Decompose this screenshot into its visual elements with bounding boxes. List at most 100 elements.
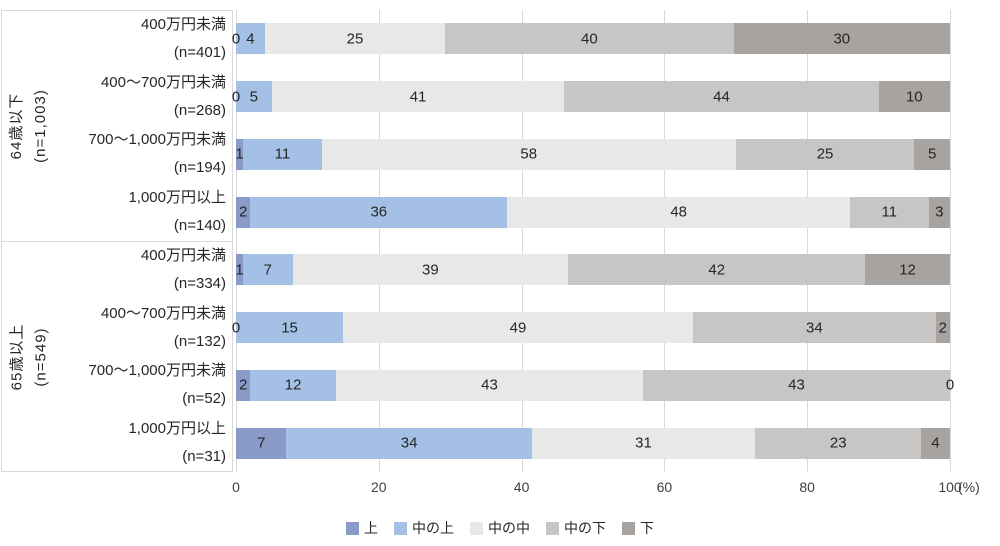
legend-item-中の中: 中の中 <box>470 518 530 538</box>
segment-上: 1 <box>235 138 244 170</box>
gridline-20 <box>378 10 380 472</box>
segment-中の中: 31 <box>531 427 756 459</box>
segment-value-label: 5 <box>927 145 937 163</box>
segment-value-label: 2 <box>938 319 948 337</box>
segment-下: 10 <box>878 81 950 113</box>
segment-上: 1 <box>235 254 244 286</box>
segment-value-label: 48 <box>670 203 688 221</box>
x-tick-label: 0 <box>232 479 240 495</box>
group-divider <box>1 241 233 242</box>
segment-value-label: 25 <box>346 30 364 48</box>
segment-下: 4 <box>921 427 950 459</box>
bar-row: 1 11 58 25 5 <box>235 138 950 170</box>
segment-中の上: 4 <box>236 23 265 55</box>
segment-中の下: 40 <box>445 23 734 55</box>
gridline-0 <box>236 10 237 472</box>
legend-label: 中の下 <box>564 520 606 536</box>
segment-中の上: 15 <box>236 312 344 344</box>
segment-value-label: 40 <box>581 30 598 48</box>
segment-value-label: 43 <box>788 376 805 394</box>
segment-value-label: 44 <box>713 88 730 106</box>
segment-value-label: 42 <box>708 261 726 279</box>
legend-label: 上 <box>364 520 378 536</box>
segment-value-label: 15 <box>281 319 298 337</box>
segment-value-label: 2 <box>238 376 248 394</box>
segment-value-label: 12 <box>899 261 916 279</box>
segment-中の下: 43 <box>642 369 950 401</box>
segment-value-label: 39 <box>422 261 439 279</box>
group-label: 65歳以上 (n=549) <box>0 241 58 472</box>
bar-row: 7 34 31 23 4 <box>236 427 950 459</box>
segment-value-label: 12 <box>284 376 302 394</box>
legend-item-下: 下 <box>622 518 654 538</box>
gridline-100 <box>950 10 951 472</box>
segment-value-label: 4 <box>931 434 940 452</box>
segment-value-label: 43 <box>481 376 498 394</box>
row-label: 400万円未満 (n=334) <box>140 246 226 292</box>
segment-value-label: 1 <box>235 145 244 163</box>
segment-中の下: 34 <box>692 312 936 344</box>
segment-value-label: 5 <box>249 88 259 106</box>
segment-value-label: 10 <box>905 88 923 106</box>
bar-row: 0 5 41 44 10 <box>232 81 950 113</box>
row-label: 1,000万円以上 (n=31) <box>128 420 226 466</box>
axis-unit-label: (%) <box>958 479 980 495</box>
legend-label: 下 <box>640 520 654 536</box>
legend-label: 中の上 <box>412 520 454 536</box>
x-tick-label: 100 <box>938 479 962 495</box>
segment-中の下: 44 <box>564 81 879 113</box>
gridline-40 <box>521 10 523 472</box>
segment-value-label: 2 <box>238 203 248 221</box>
segment-value-label: 7 <box>263 261 272 279</box>
segment-下: 30 <box>733 23 950 55</box>
segment-value-label: 49 <box>509 319 527 337</box>
segment-中の中: 58 <box>321 138 736 170</box>
segment-value-label: 0 <box>945 376 955 394</box>
legend: 上 中の上 中の中 中の下 下 <box>0 518 1000 538</box>
segment-value-label: 36 <box>370 203 388 221</box>
segment-中の中: 48 <box>507 196 851 228</box>
segment-value-label: 0 <box>231 319 241 337</box>
segment-上: 2 <box>236 369 251 401</box>
segment-value-label: 23 <box>829 434 847 452</box>
segment-中の上: 34 <box>286 427 532 459</box>
legend-swatch-icon <box>546 521 559 535</box>
segment-中の中: 39 <box>292 254 569 286</box>
x-tick-label: 40 <box>513 479 530 495</box>
gridline-80 <box>807 10 809 472</box>
segment-中の上: 12 <box>250 369 336 401</box>
segment-中の上: 5 <box>236 81 272 113</box>
segment-中の下: 25 <box>735 138 915 170</box>
segment-value-label: 34 <box>400 434 418 452</box>
legend-item-中の上: 中の上 <box>394 518 454 538</box>
segment-下: 12 <box>865 254 950 286</box>
segment-value-label: 41 <box>409 88 427 106</box>
segment-value-label: 0 <box>231 88 241 106</box>
segment-中の上: 11 <box>243 138 322 170</box>
bar-row: 0 4 25 40 30 <box>232 23 950 55</box>
row-label: 1,000万円以上 (n=140) <box>128 189 226 235</box>
segment-下: 5 <box>914 138 950 170</box>
row-label: 700〜1,000万円未満 (n=52) <box>88 362 226 408</box>
x-tick-label: 20 <box>371 479 387 495</box>
legend-swatch-icon <box>470 521 483 535</box>
segment-中の中: 41 <box>271 81 565 113</box>
segment-value-label: 58 <box>520 145 538 163</box>
bar-row: 2 36 48 11 3 <box>236 196 950 228</box>
legend-swatch-icon <box>394 521 407 535</box>
segment-value-label: 3 <box>935 203 944 221</box>
segment-value-label: 0 <box>231 30 241 48</box>
legend-item-上: 上 <box>346 518 378 538</box>
segment-中の中: 49 <box>343 312 693 344</box>
segment-value-label: 34 <box>805 319 823 337</box>
segment-下: 2 <box>935 312 950 344</box>
row-label: 400〜700万円未満 (n=132) <box>100 304 226 350</box>
bar-row: 1 7 39 42 12 <box>235 254 950 286</box>
legend-label: 中の中 <box>488 520 530 536</box>
group-label: 64歳以下 (n=1,003) <box>0 10 58 241</box>
legend-swatch-icon <box>622 521 635 535</box>
segment-value-label: 4 <box>246 30 255 48</box>
segment-value-label: 30 <box>833 30 851 48</box>
group-label-text: 64歳以下 (n=1,003) <box>8 88 50 163</box>
